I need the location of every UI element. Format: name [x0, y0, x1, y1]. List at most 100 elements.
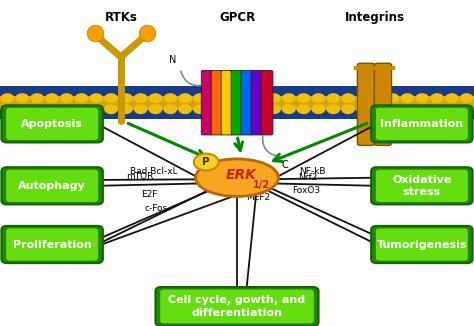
Text: Inflammation: Inflammation [380, 119, 464, 129]
Circle shape [342, 105, 354, 113]
Text: GPCR: GPCR [219, 11, 255, 24]
FancyBboxPatch shape [1, 167, 103, 204]
Text: ERK: ERK [225, 168, 256, 182]
Text: P: P [202, 157, 210, 167]
FancyBboxPatch shape [376, 108, 468, 140]
FancyBboxPatch shape [6, 229, 98, 260]
FancyBboxPatch shape [160, 289, 314, 323]
Circle shape [46, 94, 58, 102]
Text: mTOR: mTOR [126, 171, 154, 181]
FancyBboxPatch shape [6, 170, 98, 202]
Circle shape [31, 105, 43, 113]
Circle shape [120, 105, 132, 113]
Text: C: C [281, 160, 288, 170]
Circle shape [1, 105, 14, 113]
Circle shape [372, 105, 384, 113]
Circle shape [194, 154, 219, 170]
Circle shape [268, 105, 280, 113]
FancyBboxPatch shape [231, 70, 243, 135]
Circle shape [61, 105, 73, 113]
Circle shape [312, 94, 325, 102]
Circle shape [75, 105, 88, 113]
Circle shape [194, 94, 206, 102]
FancyBboxPatch shape [374, 63, 392, 145]
FancyBboxPatch shape [241, 70, 253, 135]
Circle shape [120, 94, 132, 102]
Circle shape [357, 105, 369, 113]
Circle shape [135, 105, 147, 113]
FancyBboxPatch shape [221, 70, 233, 135]
Text: E2F: E2F [141, 190, 157, 199]
FancyBboxPatch shape [251, 70, 263, 135]
Circle shape [209, 105, 221, 113]
Circle shape [431, 94, 443, 102]
Circle shape [223, 94, 236, 102]
Circle shape [446, 94, 458, 102]
Bar [0, 86, 474, 99]
Circle shape [253, 105, 265, 113]
FancyBboxPatch shape [371, 105, 473, 142]
Circle shape [298, 105, 310, 113]
Text: Cell cycle, gowth, and
differentiation: Cell cycle, gowth, and differentiation [168, 295, 306, 318]
Text: NF-kB: NF-kB [300, 167, 326, 176]
Circle shape [135, 94, 147, 102]
Text: FoxO3: FoxO3 [292, 186, 320, 195]
Circle shape [61, 94, 73, 102]
Text: MEF2: MEF2 [246, 193, 270, 202]
Circle shape [357, 94, 369, 102]
Text: Nrf2: Nrf2 [299, 173, 318, 182]
FancyBboxPatch shape [1, 226, 103, 263]
Circle shape [209, 94, 221, 102]
Text: Tumorigenesis: Tumorigenesis [377, 240, 467, 249]
Circle shape [223, 105, 236, 113]
Circle shape [460, 94, 473, 102]
Text: Oxidative
stress: Oxidative stress [392, 175, 452, 197]
Circle shape [253, 94, 265, 102]
FancyBboxPatch shape [357, 63, 374, 145]
Circle shape [416, 94, 428, 102]
FancyBboxPatch shape [155, 287, 319, 326]
FancyBboxPatch shape [201, 70, 213, 135]
Text: Bad Bcl-xL: Bad Bcl-xL [130, 167, 178, 176]
Ellipse shape [195, 159, 279, 196]
Circle shape [386, 94, 399, 102]
Circle shape [431, 105, 443, 113]
FancyBboxPatch shape [211, 70, 223, 135]
Circle shape [90, 94, 102, 102]
Circle shape [327, 94, 339, 102]
Circle shape [179, 94, 191, 102]
Circle shape [238, 105, 251, 113]
Circle shape [372, 94, 384, 102]
FancyBboxPatch shape [376, 229, 468, 260]
Text: N: N [169, 55, 177, 65]
Circle shape [416, 105, 428, 113]
Text: 1/2: 1/2 [253, 180, 270, 190]
Circle shape [46, 105, 58, 113]
Circle shape [16, 94, 28, 102]
FancyBboxPatch shape [376, 170, 468, 202]
Circle shape [460, 105, 473, 113]
Circle shape [164, 94, 176, 102]
Text: RTKs: RTKs [104, 11, 137, 24]
FancyBboxPatch shape [261, 70, 273, 135]
Circle shape [342, 94, 354, 102]
Circle shape [16, 105, 28, 113]
Circle shape [298, 94, 310, 102]
Circle shape [446, 105, 458, 113]
Circle shape [268, 94, 280, 102]
Circle shape [238, 94, 251, 102]
Circle shape [90, 105, 102, 113]
FancyBboxPatch shape [1, 105, 103, 142]
Circle shape [327, 105, 339, 113]
Circle shape [149, 94, 162, 102]
Circle shape [283, 94, 295, 102]
Circle shape [105, 94, 117, 102]
Circle shape [149, 105, 162, 113]
Text: Apoptosis: Apoptosis [21, 119, 83, 129]
Circle shape [1, 94, 14, 102]
Text: Integrins: Integrins [345, 11, 404, 24]
Text: Autophagy: Autophagy [18, 181, 86, 191]
Circle shape [401, 94, 413, 102]
Circle shape [283, 105, 295, 113]
FancyBboxPatch shape [6, 108, 98, 140]
